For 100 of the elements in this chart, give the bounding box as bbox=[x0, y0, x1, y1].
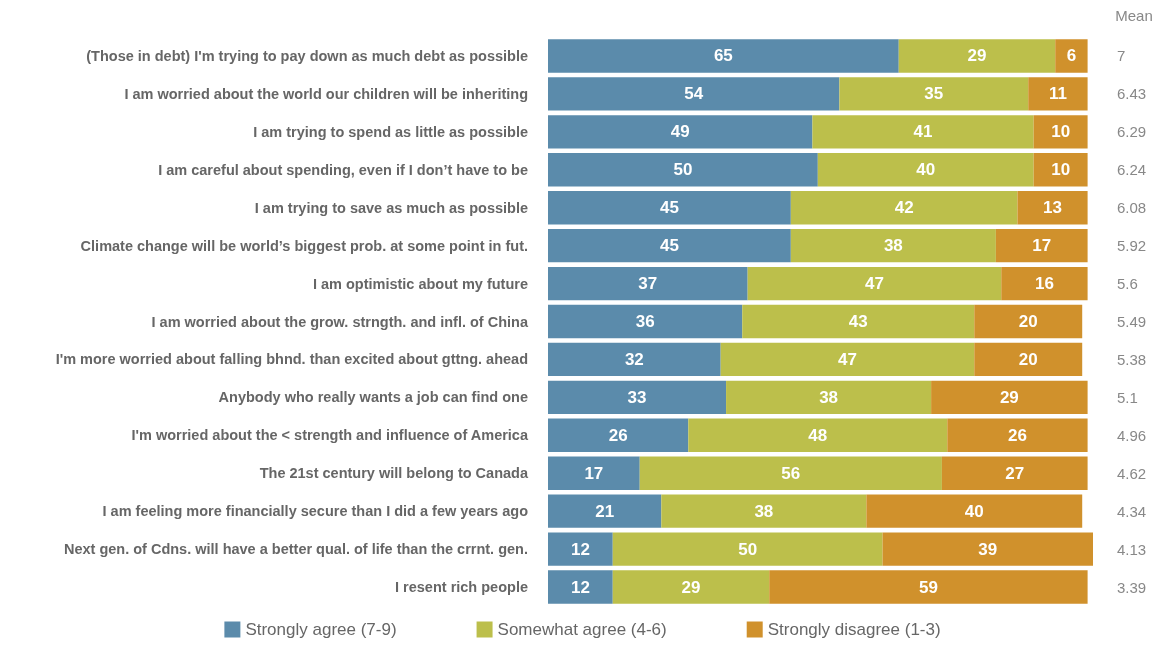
bar bbox=[866, 494, 1083, 528]
data-label: 37 bbox=[638, 274, 658, 294]
bar bbox=[548, 380, 727, 415]
legend-label: Strongly agree (7-9) bbox=[245, 620, 397, 639]
y-tick-label: I am feeling more financially secure than I did a few years ago bbox=[102, 503, 529, 520]
text: 6.43 bbox=[1117, 85, 1147, 103]
bar bbox=[612, 532, 883, 566]
data-label: 16 bbox=[1034, 274, 1054, 294]
y-tick-label: Next gen. of Cdns. will have a better qual. of life than the crrnt. gen. bbox=[63, 541, 528, 558]
text: 5.92 bbox=[1117, 237, 1147, 255]
bar bbox=[882, 532, 1093, 566]
data-label: 10 bbox=[1051, 122, 1071, 142]
text: 6.29 bbox=[1117, 123, 1147, 141]
text: 6.24 bbox=[1117, 161, 1147, 179]
bar bbox=[612, 570, 770, 604]
data-label: 20 bbox=[1018, 349, 1038, 369]
data-label: 65 bbox=[713, 46, 733, 66]
bar bbox=[548, 191, 791, 225]
bar bbox=[548, 266, 748, 301]
y-tick-label: Anybody who really wants a job can find one bbox=[218, 389, 528, 406]
bar bbox=[974, 342, 1083, 377]
bar bbox=[790, 228, 996, 263]
bar bbox=[726, 380, 932, 415]
data-label: 36 bbox=[635, 312, 655, 331]
legend-label: Somewhat agree (4-6) bbox=[497, 620, 667, 639]
bar bbox=[1001, 266, 1088, 301]
bar bbox=[817, 153, 1034, 187]
data-label: 29 bbox=[967, 46, 987, 66]
data-label: 17 bbox=[1032, 236, 1052, 256]
bar bbox=[639, 456, 942, 490]
data-label: 38 bbox=[819, 387, 839, 407]
data-label: 54 bbox=[684, 84, 704, 104]
data-label: 48 bbox=[808, 425, 828, 445]
y-tick-label: I am trying to spend as little as possible bbox=[253, 123, 528, 140]
bar bbox=[548, 39, 899, 73]
data-label: 47 bbox=[865, 274, 884, 294]
data-label: 29 bbox=[999, 387, 1019, 407]
legend-label: Strongly disagree (1-3) bbox=[767, 620, 941, 639]
data-label: 21 bbox=[595, 501, 615, 521]
bar bbox=[548, 342, 721, 377]
y-tick-label: I am worried about the grow. strngth. and infl. of China bbox=[151, 313, 529, 330]
data-label: 26 bbox=[1007, 425, 1027, 445]
data-label: 12 bbox=[570, 577, 590, 597]
data-label: 38 bbox=[883, 236, 903, 256]
data-label: 38 bbox=[754, 501, 774, 521]
text: 5.38 bbox=[1117, 350, 1147, 368]
bar bbox=[548, 494, 662, 528]
data-label: 35 bbox=[924, 84, 944, 104]
bar bbox=[548, 532, 613, 566]
data-label: 45 bbox=[659, 198, 679, 218]
text: Mean bbox=[1115, 7, 1153, 24]
bar bbox=[688, 418, 948, 452]
y-tick-label: I'm worried about the < strength and influence of America bbox=[131, 427, 529, 444]
y-tick-label: The 21st century will belong to Canada bbox=[259, 465, 529, 482]
y-tick-label: I am careful about spending, even if I don’t have to be bbox=[158, 161, 528, 178]
y-tick-label: I'm more worried about falling bhnd. than excited about gttng. ahead bbox=[55, 351, 528, 368]
bar bbox=[548, 418, 689, 452]
bar bbox=[898, 39, 1056, 73]
text: 7 bbox=[1117, 47, 1126, 65]
bar bbox=[548, 304, 743, 339]
bar bbox=[548, 456, 640, 490]
bar bbox=[548, 77, 840, 111]
data-label: 39 bbox=[978, 539, 998, 559]
bar bbox=[1017, 191, 1088, 225]
bar bbox=[941, 456, 1088, 490]
bar bbox=[839, 77, 1029, 111]
text: 4.96 bbox=[1117, 426, 1147, 444]
bar bbox=[1033, 153, 1088, 187]
data-label: 6 bbox=[1066, 46, 1077, 66]
text: 4.13 bbox=[1117, 540, 1147, 558]
data-label: 33 bbox=[627, 387, 647, 407]
bar bbox=[1055, 39, 1088, 73]
data-label: 27 bbox=[1005, 463, 1025, 483]
bar bbox=[1033, 115, 1088, 149]
bar bbox=[812, 115, 1034, 149]
data-label: 12 bbox=[570, 539, 590, 559]
bar bbox=[769, 570, 1088, 604]
text: 5.1 bbox=[1117, 388, 1138, 406]
y-tick-label: I am optimistic about my future bbox=[312, 275, 528, 292]
data-label: 49 bbox=[670, 122, 690, 142]
bar bbox=[790, 191, 1018, 225]
text: 6.08 bbox=[1117, 199, 1147, 217]
bar bbox=[548, 570, 613, 604]
bar bbox=[548, 228, 791, 263]
data-label: 11 bbox=[1048, 84, 1067, 104]
y-tick-label: I am worried about the world our children will be inheriting bbox=[124, 85, 528, 102]
bar bbox=[1028, 77, 1088, 111]
data-label: 10 bbox=[1051, 160, 1071, 180]
data-label: 45 bbox=[659, 236, 679, 256]
data-label: 47 bbox=[838, 349, 857, 369]
text: 5.6 bbox=[1117, 275, 1138, 293]
bar bbox=[742, 304, 975, 339]
bar bbox=[720, 342, 975, 377]
text: 4.34 bbox=[1117, 502, 1147, 520]
text: 3.39 bbox=[1117, 578, 1147, 596]
bar bbox=[931, 380, 1088, 415]
text: 5.49 bbox=[1117, 313, 1147, 330]
data-label: 50 bbox=[673, 160, 693, 180]
bar bbox=[747, 266, 1002, 301]
bar bbox=[995, 228, 1088, 263]
